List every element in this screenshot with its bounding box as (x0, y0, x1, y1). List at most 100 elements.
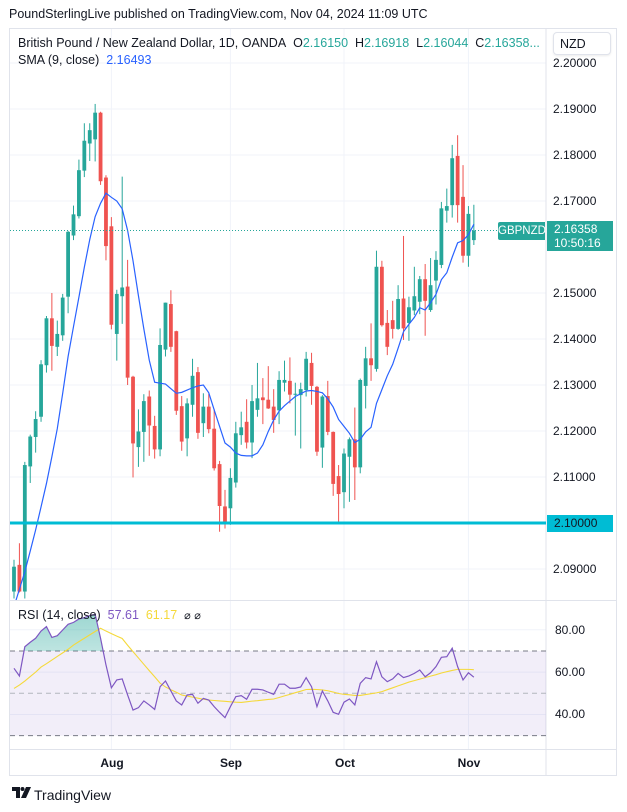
rsi-value: 57.61 (107, 608, 139, 622)
candle (206, 393, 211, 434)
rsi-legend[interactable]: RSI (14, close) 57.61 61.17 ⌀ ⌀ (18, 608, 201, 622)
candle (250, 385, 254, 459)
candle (390, 300, 395, 339)
open-label: O (293, 36, 303, 50)
time-label-sep: Sep (219, 756, 243, 770)
candle (352, 407, 357, 500)
currency-button[interactable]: NZD (553, 32, 611, 55)
candle (12, 559, 16, 599)
candle-body (39, 364, 43, 417)
candle-body (358, 379, 363, 468)
candle-body (125, 286, 130, 378)
candle (407, 296, 411, 341)
candle (147, 390, 152, 456)
candle-body (417, 279, 422, 302)
rsi-tick-label: 80.00 (555, 622, 586, 637)
close-label: C (475, 36, 485, 50)
candle-body (244, 421, 249, 443)
price-tick-label: 2.20000 (553, 56, 597, 70)
rsi-ma-value: 61.17 (145, 608, 178, 622)
candle (163, 302, 168, 357)
candle-body (315, 386, 319, 452)
time-label-aug: Aug (100, 756, 124, 770)
candle (412, 266, 417, 316)
candle (98, 111, 103, 185)
candle-body (44, 318, 49, 366)
candle (455, 135, 460, 223)
candle-body (28, 436, 33, 467)
candle-body (114, 293, 119, 334)
rsi-line (13, 613, 475, 719)
candle (450, 144, 455, 218)
candle (152, 415, 157, 459)
candle (196, 367, 200, 439)
candle (293, 382, 298, 436)
rsi-overbought-fill (24, 614, 454, 651)
candle (325, 380, 330, 436)
candle-body (152, 425, 157, 450)
price-tick-label: 2.09000 (553, 562, 597, 576)
candle-body (379, 266, 384, 326)
price-tick-label: 2.19000 (553, 102, 597, 116)
candle-body (298, 389, 303, 396)
candle-body (201, 406, 206, 424)
candle (217, 460, 222, 532)
last-price-label: 2.16358 10:50:16 (547, 221, 613, 251)
candle (331, 431, 336, 496)
candle-body (412, 296, 417, 311)
candle-body (336, 476, 341, 495)
candle (277, 371, 281, 425)
sma-legend[interactable]: SMA (9, close) 2.16493 (18, 53, 151, 67)
candle-body (233, 433, 238, 483)
candle-body (77, 170, 81, 217)
tradingview-brand[interactable]: TradingView (34, 787, 112, 803)
candle-body (33, 419, 38, 437)
symbol-legend[interactable]: British Pound / New Zealand Dollar, 1D, … (18, 36, 540, 50)
horizontal-line-label[interactable]: 2.10000 (547, 515, 613, 532)
candle-body (471, 230, 476, 241)
candle-body (369, 358, 373, 366)
price-tick-label: 2.15000 (553, 286, 597, 300)
price-tick-label: 2.12000 (553, 424, 597, 438)
candle (266, 366, 271, 409)
tradingview-logo-icon[interactable] (12, 786, 32, 800)
price-pane[interactable] (10, 103, 546, 607)
candle (401, 235, 406, 340)
hidden-value-icon: ⌀ (194, 610, 201, 622)
rsi-pane[interactable] (10, 613, 546, 737)
candle-body (347, 439, 352, 457)
candle-body (217, 464, 222, 506)
candle (444, 188, 449, 223)
candle-body (17, 564, 22, 592)
candle-body (396, 298, 401, 329)
candle (136, 409, 141, 467)
sma-title: SMA (9, close) (18, 53, 100, 67)
candle (358, 378, 363, 474)
chart-frame (9, 28, 617, 776)
candle (239, 411, 244, 445)
candle-body (390, 320, 395, 329)
candle-body (196, 372, 200, 433)
sma-value: 2.16493 (106, 53, 152, 67)
candle (87, 123, 92, 161)
candle-body (239, 427, 244, 436)
price-tick-label: 2.11000 (553, 470, 596, 484)
candle (282, 360, 287, 392)
candle (439, 201, 444, 269)
rsi-band (10, 650, 546, 736)
candle (212, 409, 217, 471)
candle-body (282, 379, 287, 383)
candle (244, 399, 249, 449)
candle-body (352, 439, 357, 468)
candle-body (55, 333, 60, 347)
candle (141, 394, 146, 462)
candle (131, 375, 135, 478)
candle (434, 251, 438, 305)
candle (260, 378, 265, 425)
candle (33, 411, 38, 453)
sma-line (15, 192, 475, 600)
candle (60, 293, 65, 341)
candle-body (120, 287, 125, 297)
candle (104, 175, 108, 261)
